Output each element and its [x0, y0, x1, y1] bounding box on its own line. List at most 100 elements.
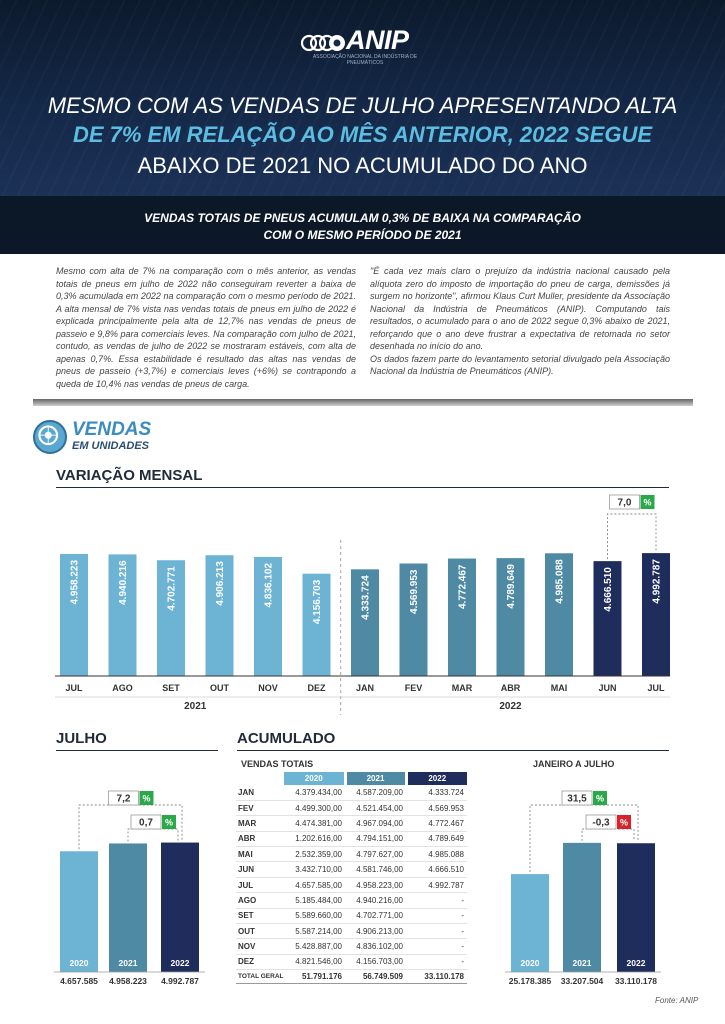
header-banner: ANIP ASSOCIAÇÃO NACIONAL DA INDÚSTRIA DE… [0, 0, 725, 196]
comparison-badge-box [561, 790, 593, 806]
subheadline-line-2: COM O MESMO PERÍODO DE 2021 [263, 228, 462, 242]
title-rule [56, 750, 218, 751]
table-title: VENDAS TOTAIS [241, 759, 314, 769]
table-cell-value: 4.821.546,00 [284, 954, 345, 971]
comparison-badge-box [609, 494, 640, 510]
headline-line-2: DE 7% EM RELAÇÃO AO MÊS ANTERIOR, 2022 S… [72, 122, 653, 147]
bar [109, 843, 147, 972]
table-cell-month: MAR [236, 815, 284, 832]
article-right-column: "É cada vez mais claro o prejuízo da ind… [370, 265, 670, 378]
table-cell-month: MAI [236, 846, 284, 863]
comparison-badge-value: 31,5 [567, 794, 587, 805]
bar [593, 561, 622, 676]
bar-value-label: 4.569.953 [409, 569, 420, 614]
title-rule [56, 487, 669, 488]
bar-value-label: 4.992.787 [161, 976, 199, 986]
bar-value-label: 4.702.771 [167, 566, 178, 611]
comparison-bracket [78, 804, 183, 850]
table-total-label: TOTAL GERAL [236, 969, 284, 985]
headline-line-3: ABAIXO DE 2021 NO ACUMULADO DO ANO [137, 153, 588, 178]
bar-value-label: 4.940.216 [118, 560, 129, 605]
subheadline: VENDAS TOTAIS DE PNEUS ACUMULAM 0,3% DE … [0, 210, 725, 244]
table-cell-value: - [406, 954, 467, 971]
table-header-2020: 2020 [284, 772, 345, 785]
bar [399, 563, 428, 676]
table-row: NOV 5.428.887,00 4.836.102,00- [236, 938, 467, 955]
x-tick-label: JUN [598, 683, 616, 693]
headline-line-1: MESMO COM AS VENDAS DE JULHO APRESENTAND… [47, 93, 678, 118]
comparison-badge-box [130, 814, 162, 830]
table-cell-value: 5.428.887,00 [284, 938, 345, 955]
bar [205, 555, 234, 676]
table-cell-value: - [406, 892, 467, 909]
table-cell-value: 4.836.102,00 [345, 938, 406, 955]
comparison-badge-unit: % [596, 794, 604, 804]
table-row: SET 5.589.660,00 4.702.771,00- [236, 908, 467, 925]
table-cell-value: 4.940.216,00 [345, 892, 406, 909]
table-cell-value: 2.532.359,00 [284, 846, 345, 863]
table-row: OUT 5.587.214,00 4.906.213,00- [236, 923, 467, 940]
bar-value-label: 4.958.223 [70, 560, 81, 605]
x-tick-label: 2021 [573, 958, 592, 968]
bar-value-label: 4.666.510 [603, 567, 614, 612]
comparison-badge-unit-box [640, 495, 655, 509]
comparison-badge-value: -0,3 [592, 818, 610, 829]
table-row: JUN 3.432.710,00 4.581.746,00 4.666.510 [236, 861, 467, 878]
source-note: Fonte: ANIP [655, 996, 699, 1005]
bar-value-label: 33.207.504 [561, 976, 604, 986]
section-divider [33, 399, 693, 406]
table-row: MAI 2.532.359,00 4.797.627,00 4.985.088 [236, 846, 467, 863]
bar [617, 843, 655, 972]
x-tick-label: MAI [551, 683, 568, 693]
table-row: ABR 1.202.616,00 4.794.151,00 4.789.649 [236, 831, 467, 848]
article-paragraph: Os dados fazem parte do levantamento set… [370, 353, 670, 377]
sales-table: 2020 2021 2022 JAN 4.379.434,00 4.587.209,… [236, 772, 467, 985]
comparison-badge-unit-box [593, 791, 607, 805]
bar [254, 556, 282, 676]
x-tick-label: MAR [452, 683, 473, 693]
tire-icon [33, 420, 67, 454]
x-tick-label: 2022 [171, 958, 190, 968]
group-label: 2022 [499, 701, 522, 712]
bar [161, 842, 199, 972]
bar-value-label: 4.333.724 [361, 575, 372, 620]
title-rule [237, 750, 669, 751]
x-tick-label: JAN [356, 683, 374, 693]
table-cell-value: 4.581.746,00 [345, 861, 406, 878]
bar-value-label: 4.772.467 [458, 564, 469, 609]
x-tick-label: DEZ [308, 683, 327, 693]
table-cell-value: 4.666.510 [406, 861, 467, 878]
article-left-column: Mesmo com alta de 7% na comparação com o… [56, 265, 356, 390]
table-cell-value: 5.589.660,00 [284, 908, 345, 925]
table-cell-value: 4.702.771,00 [345, 908, 406, 925]
bar-value-label: 4.958.223 [109, 976, 147, 986]
table-cell-month: DEZ [236, 954, 284, 971]
group-label: 2021 [184, 701, 207, 712]
table-row: FEV 4.499.300,00 4.521.454,00 4.569.953 [236, 800, 467, 817]
x-tick-label: JUL [65, 683, 83, 693]
x-tick-label: NOV [258, 683, 278, 693]
x-tick-label: OUT [210, 683, 230, 693]
bar [351, 569, 379, 676]
table-cell-value: 4.657.585,00 [284, 877, 345, 894]
julho-chart-title: JULHO [56, 730, 107, 747]
table-cell-month: FEV [236, 800, 284, 817]
bar [60, 851, 98, 972]
comparison-bracket [607, 513, 657, 560]
table-header-2021: 2021 [343, 772, 406, 785]
acumulado-title: ACUMULADO [237, 730, 336, 747]
bar-value-label: 25.178.385 [509, 976, 552, 986]
bar [496, 558, 525, 676]
table-cell-month: JUL [236, 877, 284, 894]
julho-bar-chart: 2020 4.657.585 2021 4.958.223 2022 4.992.787 7… [54, 790, 205, 986]
table-cell-month: NOV [236, 938, 284, 955]
table-row: JUL 4.657.585,00 4.958.223,00 4.992.787 [236, 877, 467, 894]
table-cell-value: 3.432.710,00 [284, 861, 345, 878]
bar-value-label: 33.110.178 [615, 976, 657, 986]
comparison-badge-unit: % [142, 794, 150, 804]
bar [108, 554, 137, 676]
janeiro-julho-title: JANEIRO A JULHO [533, 759, 615, 769]
table-cell-month: AGO [236, 892, 284, 909]
table-cell-value: 5.185.484,00 [284, 892, 345, 909]
x-tick-label: JUL [647, 683, 665, 693]
